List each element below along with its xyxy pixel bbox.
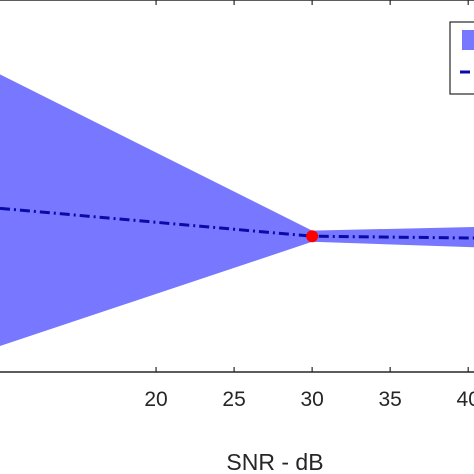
x-tick-label: 35 (378, 388, 401, 411)
highlight-point (306, 230, 319, 243)
x-tick-label: 20 (144, 388, 167, 411)
x-axis-label: SNR - dB (226, 449, 323, 474)
x-tick-label: 25 (222, 388, 245, 411)
plot-area (0, 74, 474, 346)
mean-line (0, 206, 474, 240)
x-tick-label: 30 (300, 388, 323, 411)
legend-band-swatch (462, 30, 474, 50)
legend (449, 21, 474, 95)
x-ticks: 20 25 30 35 40 (144, 0, 474, 411)
axes (0, 0, 474, 373)
x-tick-label: 40 (457, 388, 474, 411)
confidence-band (0, 74, 474, 346)
